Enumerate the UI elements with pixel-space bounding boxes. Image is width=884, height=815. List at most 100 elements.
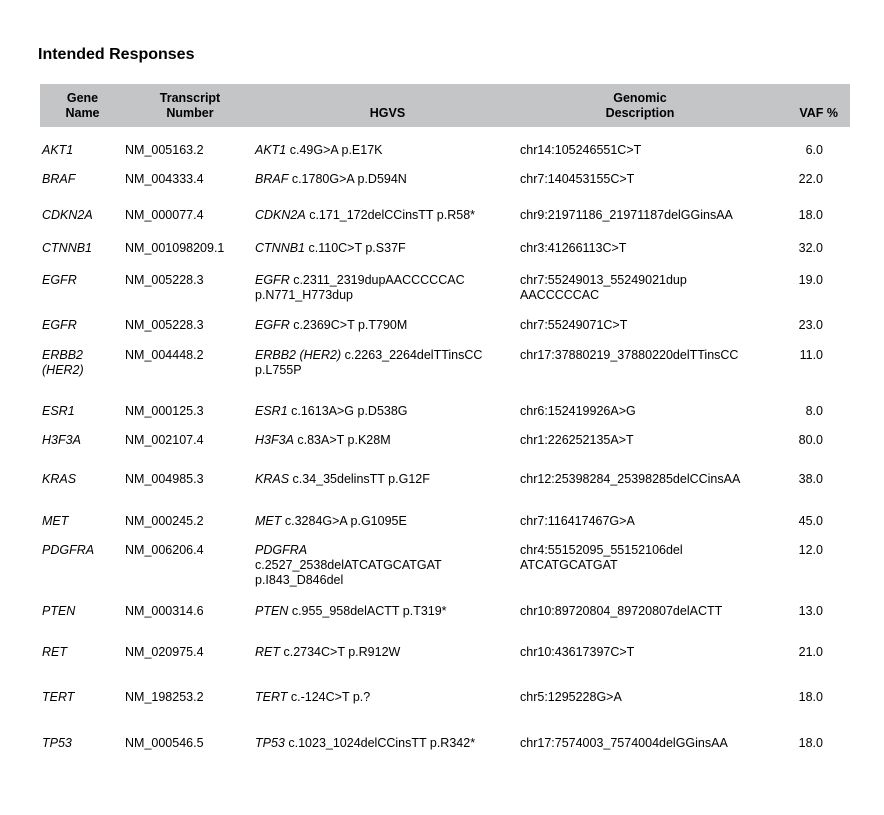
hgvs-variant-text: c.83A>T p.K28M: [293, 433, 391, 447]
hgvs-cell: ESR1 c.1613A>G p.D538G: [255, 404, 520, 419]
hgvs-cell: PDGFRA c.2527_2538delATCATGCATGAT p.I843…: [255, 543, 520, 588]
transcript-cell: NM_005163.2: [125, 143, 204, 157]
genomic-description-cell: chr7:116417467G>A: [520, 514, 635, 528]
genomic-description-cell: chr4:55152095_55152106del ATCATGCATGAT: [520, 543, 683, 572]
hgvs-cell: TP53 c.1023_1024delCCinsTT p.R342*: [255, 736, 520, 751]
table-row: KRAS NM_004985.3 KRAS c.34_35delinsTT p.…: [40, 458, 850, 500]
transcript-cell: NM_000314.6: [125, 604, 204, 618]
vaf-percent-cell: 18.0: [798, 208, 823, 222]
vaf-percent-cell: 18.0: [798, 736, 823, 750]
transcript-cell: NM_004985.3: [125, 472, 204, 486]
hgvs-gene-symbol: BRAF: [255, 172, 289, 186]
gene-name-cell: H3F3A: [42, 433, 81, 447]
column-header-vaf-percent: VAF %: [799, 105, 838, 120]
genomic-description-cell: chr10:43617397C>T: [520, 645, 635, 659]
vaf-percent-cell: 45.0: [798, 514, 823, 528]
gene-name-cell: CDKN2A: [42, 208, 93, 222]
hgvs-cell: CDKN2A c.171_172delCCinsTT p.R58*: [255, 208, 520, 223]
table-row: EGFR NM_005228.3 EGFR c.2311_2319dupAACC…: [40, 259, 850, 304]
genomic-description-cell: chr7:140453155C>T: [520, 172, 635, 186]
hgvs-variant-text: c.2311_2319dupAACCCCCAC p.N771_H773dup: [255, 273, 465, 302]
table-row: AKT1 NM_005163.2 AKT1 c.49G>A p.E17K chr…: [40, 129, 850, 158]
hgvs-variant-text: c.34_35delinsTT p.G12F: [289, 472, 430, 486]
vaf-percent-cell: 38.0: [798, 472, 823, 486]
transcript-cell: NM_006206.4: [125, 543, 204, 557]
hgvs-gene-symbol: EGFR: [255, 318, 290, 332]
table-row: CTNNB1 NM_001098209.1 CTNNB1 c.110C>T p.…: [40, 227, 850, 259]
gene-name-cell: PTEN: [42, 604, 76, 618]
vaf-percent-cell: 11.0: [799, 348, 823, 362]
vaf-percent-cell: 22.0: [798, 172, 823, 186]
hgvs-cell: TERT c.-124C>T p.?: [255, 690, 520, 705]
vaf-percent-cell: 18.0: [798, 690, 823, 704]
vaf-percent-cell: 12.0: [798, 543, 823, 557]
genomic-description-cell: chr5:1295228G>A: [520, 690, 622, 704]
gene-name-cell: ESR1: [42, 404, 75, 418]
hgvs-cell: EGFR c.2311_2319dupAACCCCCAC p.N771_H773…: [255, 273, 520, 303]
hgvs-cell: PTEN c.955_958delACTT p.T319*: [255, 604, 520, 619]
hgvs-variant-text: c.2369C>T p.T790M: [289, 318, 408, 332]
transcript-cell: NM_001098209.1: [125, 241, 225, 255]
hgvs-cell: MET c.3284G>A p.G1095E: [255, 514, 520, 529]
column-header-transcript-number: Transcript Number: [159, 91, 221, 120]
transcript-cell: NM_000245.2: [125, 514, 204, 528]
hgvs-variant-text: c.3284G>A p.G1095E: [281, 514, 407, 528]
hgvs-gene-symbol: CTNNB1: [255, 241, 306, 255]
hgvs-gene-symbol: AKT1: [255, 143, 287, 157]
hgvs-variant-text: c.-124C>T p.?: [287, 690, 371, 704]
hgvs-cell: BRAF c.1780G>A p.D594N: [255, 172, 520, 187]
table-row: RET NM_020975.4 RET c.2734C>T p.R912W ch…: [40, 631, 850, 676]
genomic-description-cell: chr1:226252135A>T: [520, 433, 634, 447]
table-body: AKT1 NM_005163.2 AKT1 c.49G>A p.E17K chr…: [40, 129, 850, 752]
genomic-description-cell: chr9:21971186_21971187delGGinsAA: [520, 208, 733, 222]
transcript-cell: NM_005228.3: [125, 318, 204, 332]
hgvs-variant-text: c.110C>T p.S37F: [305, 241, 406, 255]
gene-name-cell: EGFR: [42, 273, 77, 287]
hgvs-gene-symbol: PTEN: [255, 604, 289, 618]
gene-name-cell: CTNNB1: [42, 241, 93, 255]
transcript-cell: NM_000546.5: [125, 736, 204, 750]
genomic-description-cell: chr7:55249071C>T: [520, 318, 628, 332]
hgvs-gene-symbol: H3F3A: [255, 433, 294, 447]
table-row: ERBB2 (HER2) NM_004448.2 ERBB2 (HER2) c.…: [40, 334, 850, 390]
vaf-percent-cell: 32.0: [798, 241, 823, 255]
genomic-description-cell: chr12:25398284_25398285delCCinsAA: [520, 472, 741, 486]
hgvs-variant-text: c.49G>A p.E17K: [286, 143, 383, 157]
intended-responses-table: Gene Name Transcript Number HGVS Genomic…: [40, 84, 850, 752]
hgvs-variant-text: c.2734C>T p.R912W: [280, 645, 401, 659]
table-row: TP53 NM_000546.5 TP53 c.1023_1024delCCin…: [40, 722, 850, 752]
hgvs-cell: CTNNB1 c.110C>T p.S37F: [255, 241, 520, 256]
hgvs-cell: EGFR c.2369C>T p.T790M: [255, 318, 520, 333]
genomic-description-cell: chr7:55249013_55249021dup AACCCCCAC: [520, 273, 687, 302]
hgvs-variant-text: c.1780G>A p.D594N: [288, 172, 407, 186]
gene-name-cell: AKT1: [42, 143, 74, 157]
genomic-description-cell: chr6:152419926A>G: [520, 404, 636, 418]
hgvs-cell: ERBB2 (HER2) c.2263_2264delTTinsCC p.L75…: [255, 348, 520, 378]
hgvs-variant-text: c.1613A>G p.D538G: [287, 404, 408, 418]
hgvs-variant-text: c.171_172delCCinsTT p.R58*: [305, 208, 476, 222]
column-header-gene-name: Gene Name: [65, 91, 100, 120]
table-row: PDGFRA NM_006206.4 PDGFRA c.2527_2538del…: [40, 529, 850, 590]
table-row: H3F3A NM_002107.4 H3F3A c.83A>T p.K28M c…: [40, 419, 850, 458]
transcript-cell: NM_020975.4: [125, 645, 204, 659]
vaf-percent-cell: 23.0: [798, 318, 823, 332]
hgvs-variant-text: c.955_958delACTT p.T319*: [288, 604, 447, 618]
table-row: BRAF NM_004333.4 BRAF c.1780G>A p.D594N …: [40, 158, 850, 194]
table-header-row: Gene Name Transcript Number HGVS Genomic…: [40, 84, 850, 127]
hgvs-variant-text: c.2263_2264delTTinsCC p.L755P: [255, 348, 483, 377]
gene-name-cell: BRAF: [42, 172, 76, 186]
gene-name-cell: EGFR: [42, 318, 77, 332]
gene-name-cell: TP53: [42, 736, 72, 750]
hgvs-gene-symbol: ESR1: [255, 404, 288, 418]
genomic-description-cell: chr10:89720804_89720807delACTT: [520, 604, 723, 618]
vaf-percent-cell: 21.0: [798, 645, 823, 659]
vaf-percent-cell: 13.0: [798, 604, 823, 618]
transcript-cell: NM_002107.4: [125, 433, 204, 447]
transcript-cell: NM_004448.2: [125, 348, 204, 362]
transcript-cell: NM_000125.3: [125, 404, 204, 418]
table-row: MET NM_000245.2 MET c.3284G>A p.G1095E c…: [40, 500, 850, 529]
transcript-cell: NM_198253.2: [125, 690, 204, 704]
hgvs-cell: AKT1 c.49G>A p.E17K: [255, 143, 520, 158]
table-row: ESR1 NM_000125.3 ESR1 c.1613A>G p.D538G …: [40, 390, 850, 419]
